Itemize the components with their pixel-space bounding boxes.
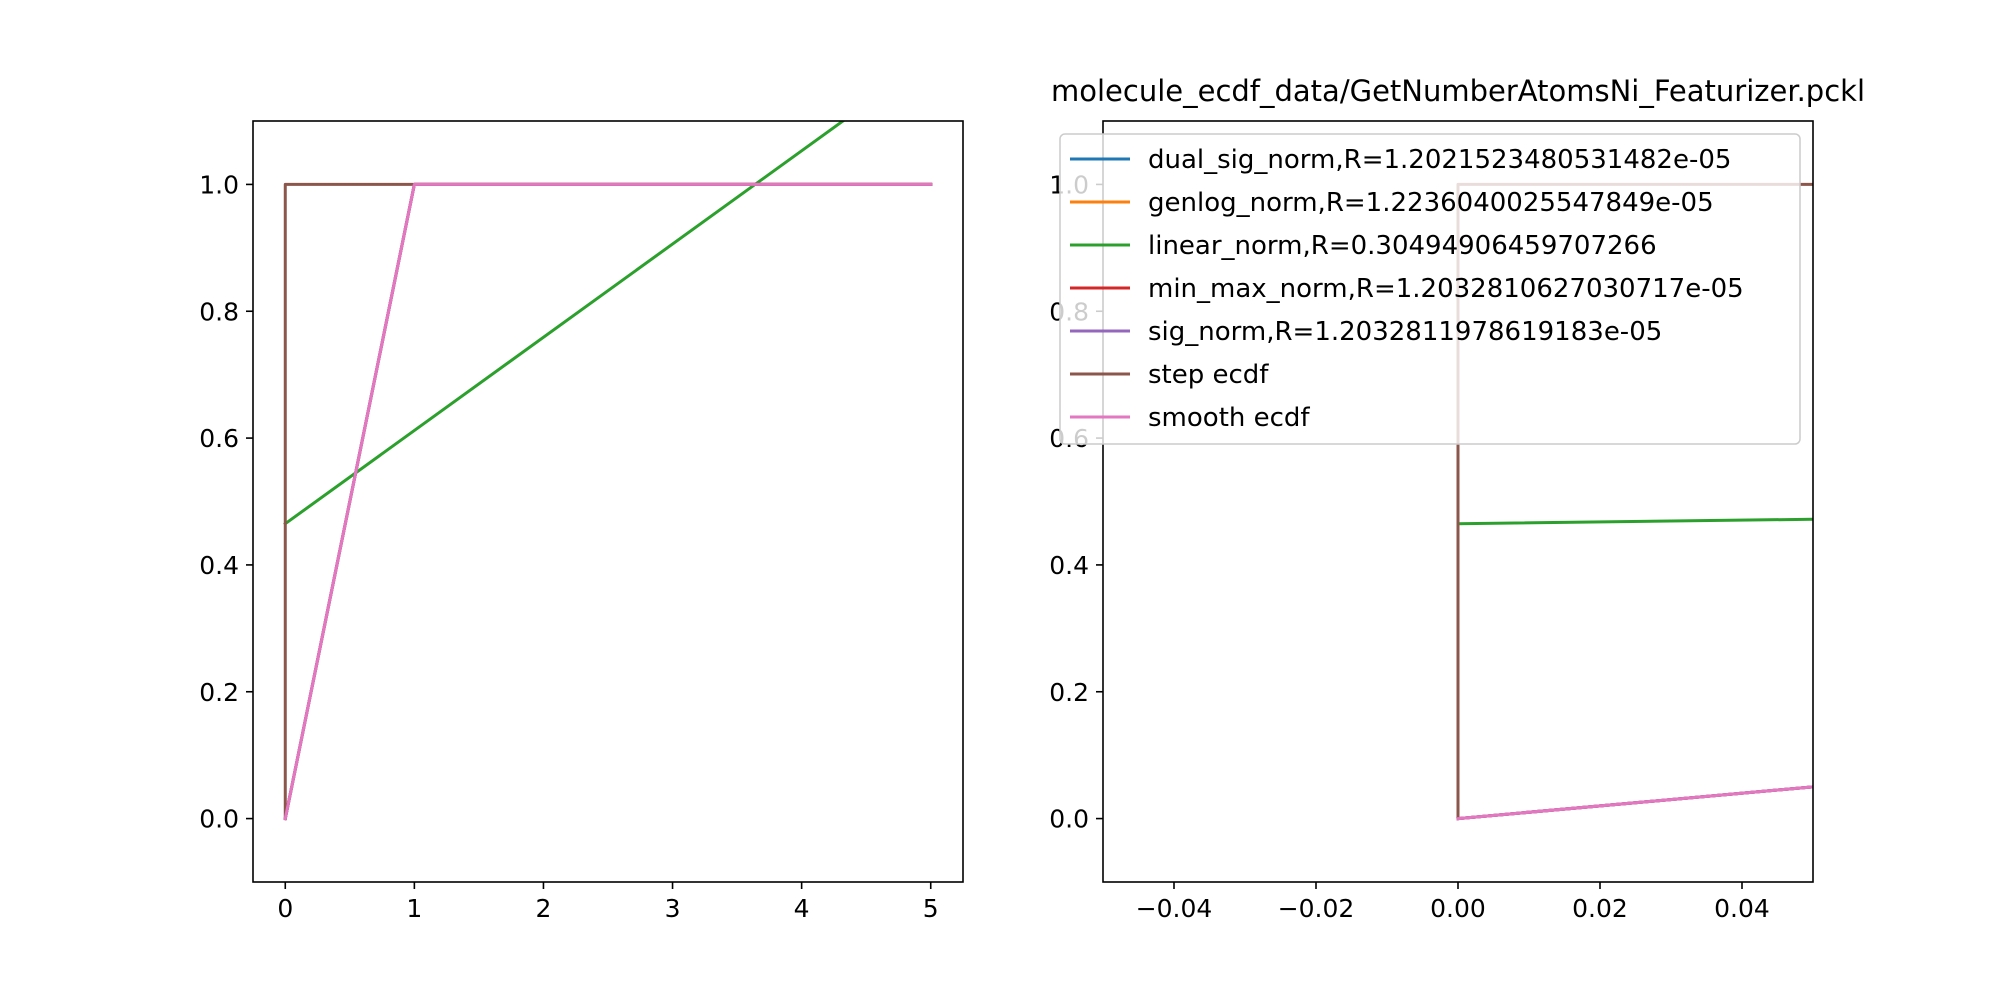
right-y-tick-label: 0.0	[1049, 805, 1089, 834]
left-x-tick-label: 1	[406, 894, 422, 923]
legend: dual_sig_norm,R=1.2021523480531482e-05ge…	[1059, 133, 1801, 445]
left-y-tick-label: 0.0	[199, 805, 239, 834]
legend-label: dual_sig_norm,R=1.2021523480531482e-05	[1148, 145, 1731, 175]
left-y-tick-label: 0.6	[199, 424, 239, 453]
legend-label: genlog_norm,R=1.2236040025547849e-05	[1148, 188, 1714, 218]
right-x-tick-label: 0.02	[1572, 894, 1628, 923]
legend-frame	[1059, 133, 1801, 445]
legend-label: smooth ecdf	[1148, 403, 1310, 433]
left-y-tick-label: 0.2	[199, 678, 239, 707]
left-axes: 0 1 2 3 4 5 0.0 0.2 0.4 0.6 0.8 1.0	[199, 120, 964, 923]
right-x-tick-label: −0.02	[1278, 894, 1355, 923]
left-series-group	[283, 121, 933, 821]
left-series-line-3	[283, 121, 846, 526]
right-y-tick-label: 0.4	[1049, 551, 1089, 580]
legend-label: sig_norm,R=1.2032811978619183e-05	[1148, 317, 1662, 347]
left-axes-frame	[252, 120, 964, 883]
right-series-line-3	[1456, 517, 1813, 526]
legend-label: min_max_norm,R=1.2032810627030717e-05	[1148, 274, 1744, 304]
left-x-tick-label: 4	[794, 894, 810, 923]
left-x-tick-label: 0	[277, 894, 293, 923]
right-x-tick-label: 0.04	[1714, 894, 1770, 923]
right-series-line-7	[1456, 785, 1813, 821]
left-x-tick-label: 3	[665, 894, 681, 923]
right-y-tick-label: 0.2	[1049, 678, 1089, 707]
left-y-tick-label: 0.4	[199, 551, 239, 580]
left-series-line-7	[283, 182, 933, 821]
legend-label: linear_norm,R=0.30494906459707266	[1148, 231, 1657, 261]
chart-title: molecule_ecdf_data/GetNumberAtomsNi_Feat…	[1051, 74, 1865, 108]
legend-label: step ecdf	[1148, 360, 1269, 390]
left-x-tick-label: 5	[923, 894, 939, 923]
left-y-tick-label: 0.8	[199, 297, 239, 326]
right-x-tick-label: −0.04	[1136, 894, 1213, 923]
left-x-tick-label: 2	[536, 894, 552, 923]
left-y-tick-label: 1.0	[199, 170, 239, 199]
right-x-tick-label: 0.00	[1430, 894, 1486, 923]
